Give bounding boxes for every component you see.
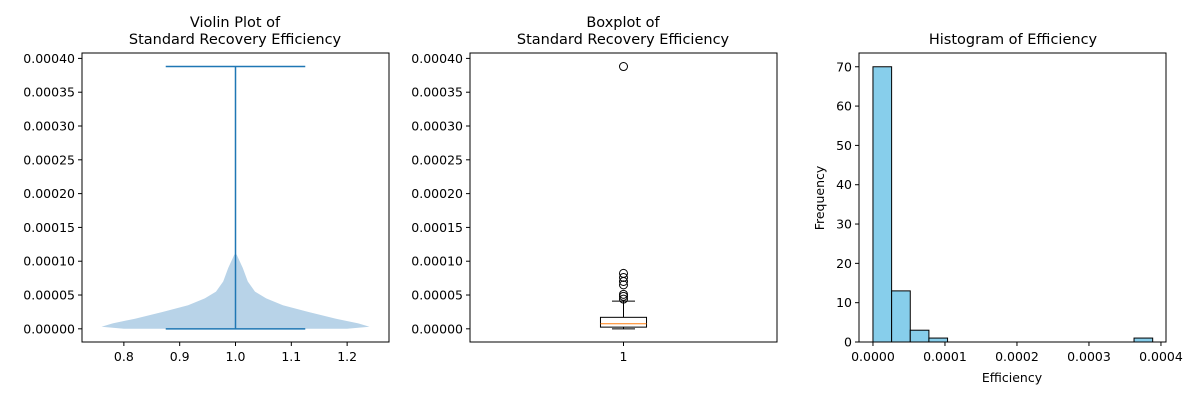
boxplot-y-tick-label: 0.00005	[411, 288, 463, 303]
boxplot-title-line-2: Standard Recovery Efficiency	[517, 32, 730, 48]
boxplot-y-tick-label: 0.00035	[411, 85, 463, 100]
histogram-x-tick-label: 0.0000	[851, 349, 895, 364]
box-outlier-point	[619, 294, 628, 304]
histogram-panel: Histogram of Efficiency 010203040506070 …	[812, 32, 1183, 385]
histogram-y-tick-label: 50	[836, 138, 852, 153]
histogram-bar	[909, 329, 930, 343]
violin-y-tick-label: 0.00010	[23, 254, 75, 269]
boxplot-title-line-1: Boxplot of	[586, 15, 660, 31]
violin-y-tick-label: 0.00000	[23, 321, 75, 336]
boxplot-y-tick-label: 0.00040	[411, 51, 463, 66]
boxplot-x-tick-label: 1	[620, 349, 628, 364]
histogram-bar	[1133, 337, 1154, 343]
histogram-y-axis-label: Frequency	[812, 165, 827, 230]
violin-x-tick-label: 0.8	[114, 349, 134, 364]
violin-y-tick-label: 0.00040	[23, 51, 75, 66]
violin-y-tick-label: 0.00035	[23, 85, 75, 100]
violin-x-tick-label: 1.1	[281, 349, 301, 364]
histogram-x-axis-label: Efficiency	[982, 370, 1043, 385]
boxplot-axes-frame	[469, 52, 778, 343]
histogram-bar	[872, 66, 893, 343]
boxplot-y-tick-label: 0.00025	[411, 152, 463, 167]
box-outlier-point	[619, 272, 628, 282]
histogram-x-tick-label: 0.0004	[1139, 349, 1183, 364]
violin-y-tick-label: 0.00005	[23, 288, 75, 303]
box-outlier-point	[619, 280, 628, 290]
histogram-y-tick-label: 40	[836, 177, 852, 192]
violin-title-line-1: Violin Plot of	[190, 15, 281, 31]
box-outlier-point	[619, 289, 628, 299]
histogram-y-tick-label: 60	[836, 99, 852, 114]
boxplot-y-tick-label: 0.00015	[411, 220, 463, 235]
violin-plot-panel: Violin Plot of Standard Recovery Efficie…	[23, 15, 390, 364]
violin-axes-frame	[81, 52, 390, 343]
boxplot-y-tick-label: 0.00010	[411, 254, 463, 269]
boxplot-y-tick-label: 0.00030	[411, 119, 463, 134]
histogram-x-tick-label: 0.0003	[1067, 349, 1111, 364]
boxplot-y-tick-label: 0.00020	[411, 186, 463, 201]
violin-x-tick-label: 1.2	[337, 349, 357, 364]
histogram-x-tick-label: 0.0002	[995, 349, 1039, 364]
violin-y-tick-label: 0.00025	[23, 152, 75, 167]
histogram-y-tick-label: 10	[836, 295, 852, 310]
histogram-bar	[928, 337, 949, 343]
histogram-y-tick-label: 70	[836, 59, 852, 74]
boxplot-panel: Boxplot of Standard Recovery Efficiency …	[411, 15, 778, 364]
histogram-y-tick-label: 20	[836, 256, 852, 271]
box-outlier-point	[619, 268, 628, 278]
boxplot-y-tick-label: 0.00000	[411, 321, 463, 336]
histogram-y-tick-label: 0	[844, 335, 852, 350]
histogram-title: Histogram of Efficiency	[929, 32, 1098, 48]
violin-x-tick-label: 0.9	[170, 349, 190, 364]
histogram-y-tick-label: 30	[836, 217, 852, 232]
box-outlier-point	[619, 62, 628, 72]
box-iqr	[599, 316, 648, 328]
violin-y-tick-label: 0.00015	[23, 220, 75, 235]
histogram-bar	[891, 290, 911, 343]
violin-title-line-2: Standard Recovery Efficiency	[129, 32, 342, 48]
violin-y-tick-label: 0.00020	[23, 186, 75, 201]
violin-y-tick-label: 0.00030	[23, 119, 75, 134]
violin-x-tick-label: 1.0	[226, 349, 246, 364]
histogram-axes-frame	[858, 52, 1167, 343]
histogram-x-tick-label: 0.0001	[923, 349, 967, 364]
